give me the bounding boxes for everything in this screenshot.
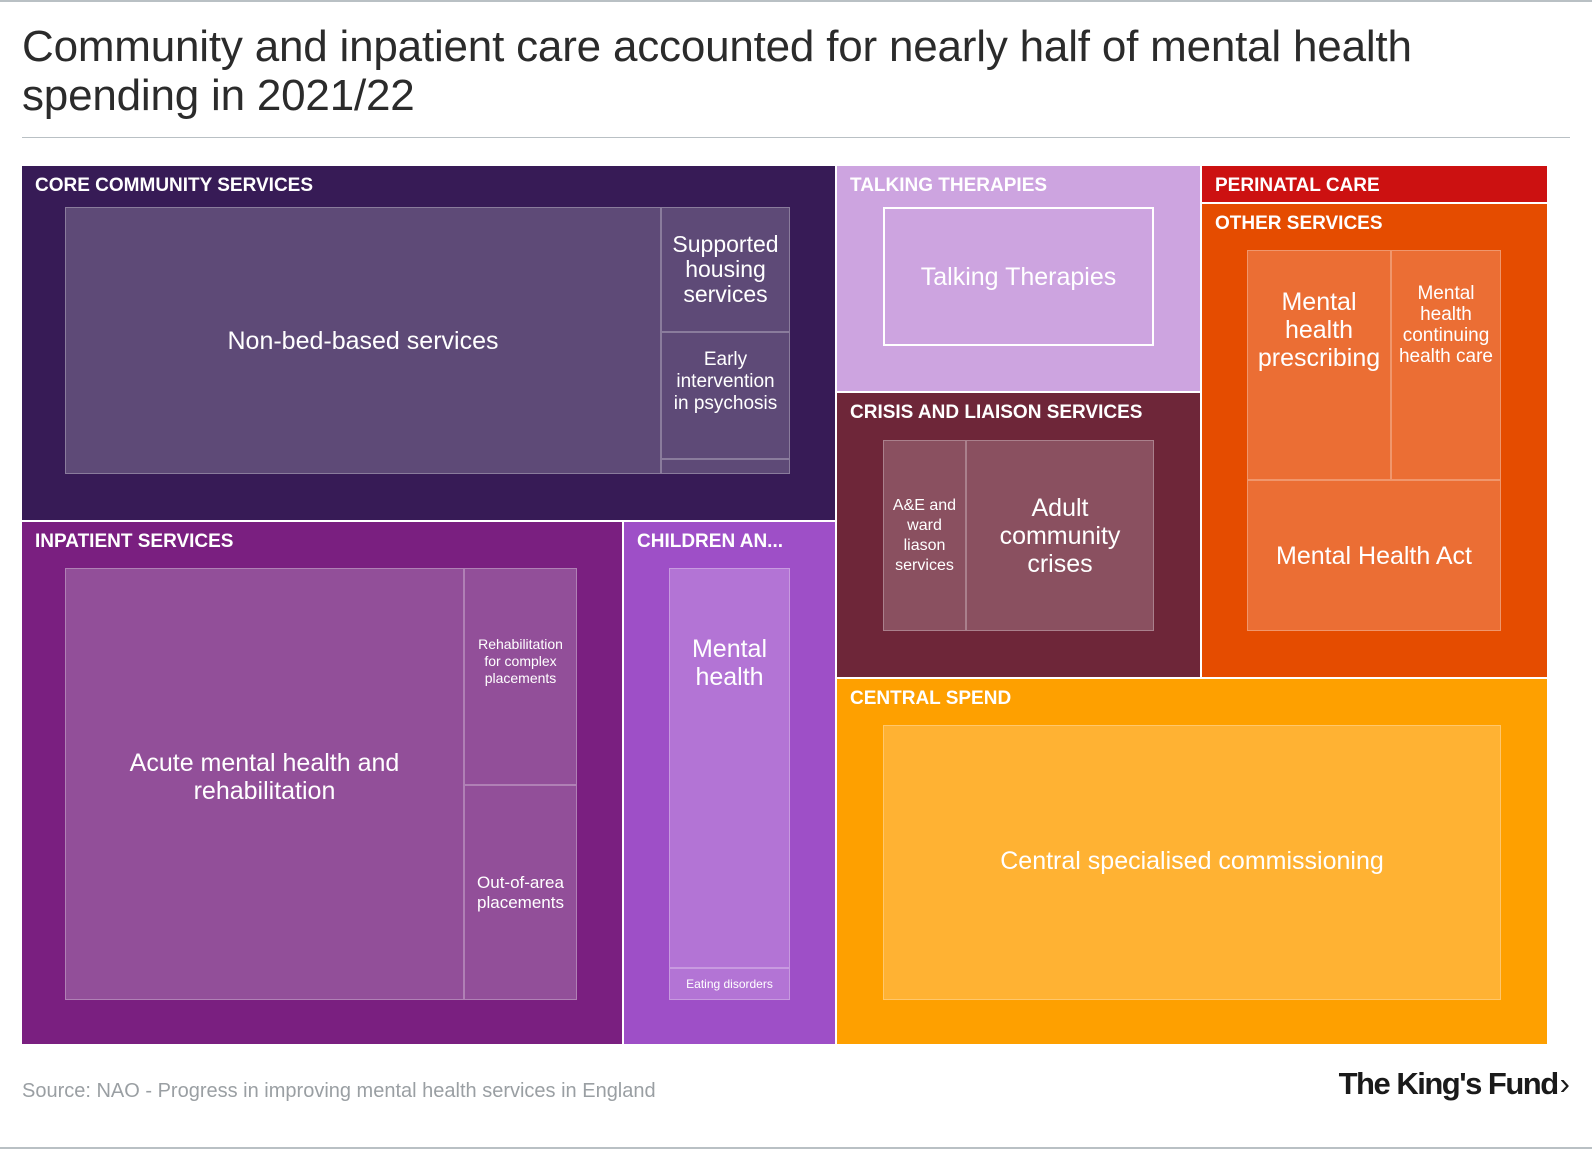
treemap-leaf-acute-mental-health-and-rehabilitation: Acute mental health and rehabilitation — [65, 568, 464, 1000]
treemap-group-label: INPATIENT SERVICES — [35, 531, 234, 552]
treemap-leaf-label: Out-of-area placements — [477, 872, 564, 912]
treemap-group-label: PERINATAL CARE — [1215, 175, 1380, 196]
treemap-leaf-non-bed-based-services: Non-bed-based services — [65, 207, 661, 474]
treemap-leaf-label: Mental Health Act — [1276, 541, 1472, 570]
treemap-leaf-label: Supported housing services — [672, 231, 779, 307]
title-divider — [22, 137, 1570, 138]
treemap-leaf-mental-health-continuing-health-care: Mental health continuing health care — [1391, 250, 1501, 480]
bottom-rule — [0, 1147, 1592, 1149]
logo-text: The King's Fund — [1338, 1066, 1560, 1101]
treemap-group-label: OTHER SERVICES — [1215, 213, 1383, 234]
treemap-leaf-label: Mental health continuing health care — [1398, 283, 1493, 367]
treemap-group-label: CORE COMMUNITY SERVICES — [35, 175, 314, 196]
treemap-leaf-mental-health-act: Mental Health Act — [1247, 480, 1501, 631]
top-rule — [0, 0, 1592, 2]
treemap-leaf-supported-housing-services: Supported housing services — [661, 207, 790, 332]
treemap-group-label: CHILDREN AN... — [637, 531, 784, 552]
treemap-leaf-label: Mental health prescribing — [1257, 288, 1381, 372]
treemap-leaf-label: A&E and ward liason services — [892, 496, 957, 574]
treemap-leaf-label: Adult community crises — [999, 493, 1121, 578]
treemap-group-label: TALKING THERAPIES — [850, 175, 1048, 196]
kings-fund-logo: The King's Fund› — [1339, 1066, 1570, 1102]
treemap-group-label: CRISIS AND LIAISON SERVICES — [850, 402, 1143, 423]
treemap-leaf-central-specialised-commissioning: Central specialised commissioning — [883, 725, 1501, 1000]
logo-chevron-icon: › — [1559, 1066, 1570, 1101]
chart-title: Community and inpatient care accounted f… — [22, 22, 1412, 120]
treemap-leaf-talking-therapies: Talking Therapies — [883, 207, 1154, 346]
treemap-leaf-out-of-area-placements: Out-of-area placements — [464, 785, 577, 1000]
treemap-leaf-label: Early intervention in psychosis — [673, 348, 778, 414]
treemap-leaf-label: Talking Therapies — [920, 262, 1117, 291]
treemap-group-perinatal: PERINATAL CARE — [1202, 166, 1547, 202]
treemap-leaf-label: Eating disorders — [686, 976, 773, 991]
treemap-leaf-mental-health: Mental health — [669, 568, 790, 968]
treemap-leaf-aande-and-ward-liason-services: A&E and ward liason services — [883, 440, 966, 631]
treemap-leaf-label: Mental health — [691, 635, 768, 691]
treemap-group-label: CENTRAL SPEND — [850, 688, 1012, 709]
treemap-leaf-label: Acute mental health and rehabilitation — [129, 749, 400, 805]
treemap-leaf-mental-health-prescribing: Mental health prescribing — [1247, 250, 1391, 480]
treemap-leaf-adult-community-crises: Adult community crises — [966, 440, 1154, 631]
source-note: Source: NAO - Progress in improving ment… — [22, 1080, 656, 1102]
treemap-leaf-rehabilitation-for-complex-placements: Rehabilitation for complex placements — [464, 568, 577, 785]
treemap-leaf-label: Rehabilitation for complex placements — [478, 636, 563, 686]
treemap-leaf-eating-disorders: Eating disorders — [669, 968, 790, 1000]
treemap-leaf-unnamed — [661, 459, 790, 474]
treemap-leaf-early-intervention-in-psychosis: Early intervention in psychosis — [661, 332, 790, 459]
treemap-leaf-label: Central specialised commissioning — [1000, 846, 1384, 875]
treemap-leaf-label: Non-bed-based services — [227, 326, 499, 355]
